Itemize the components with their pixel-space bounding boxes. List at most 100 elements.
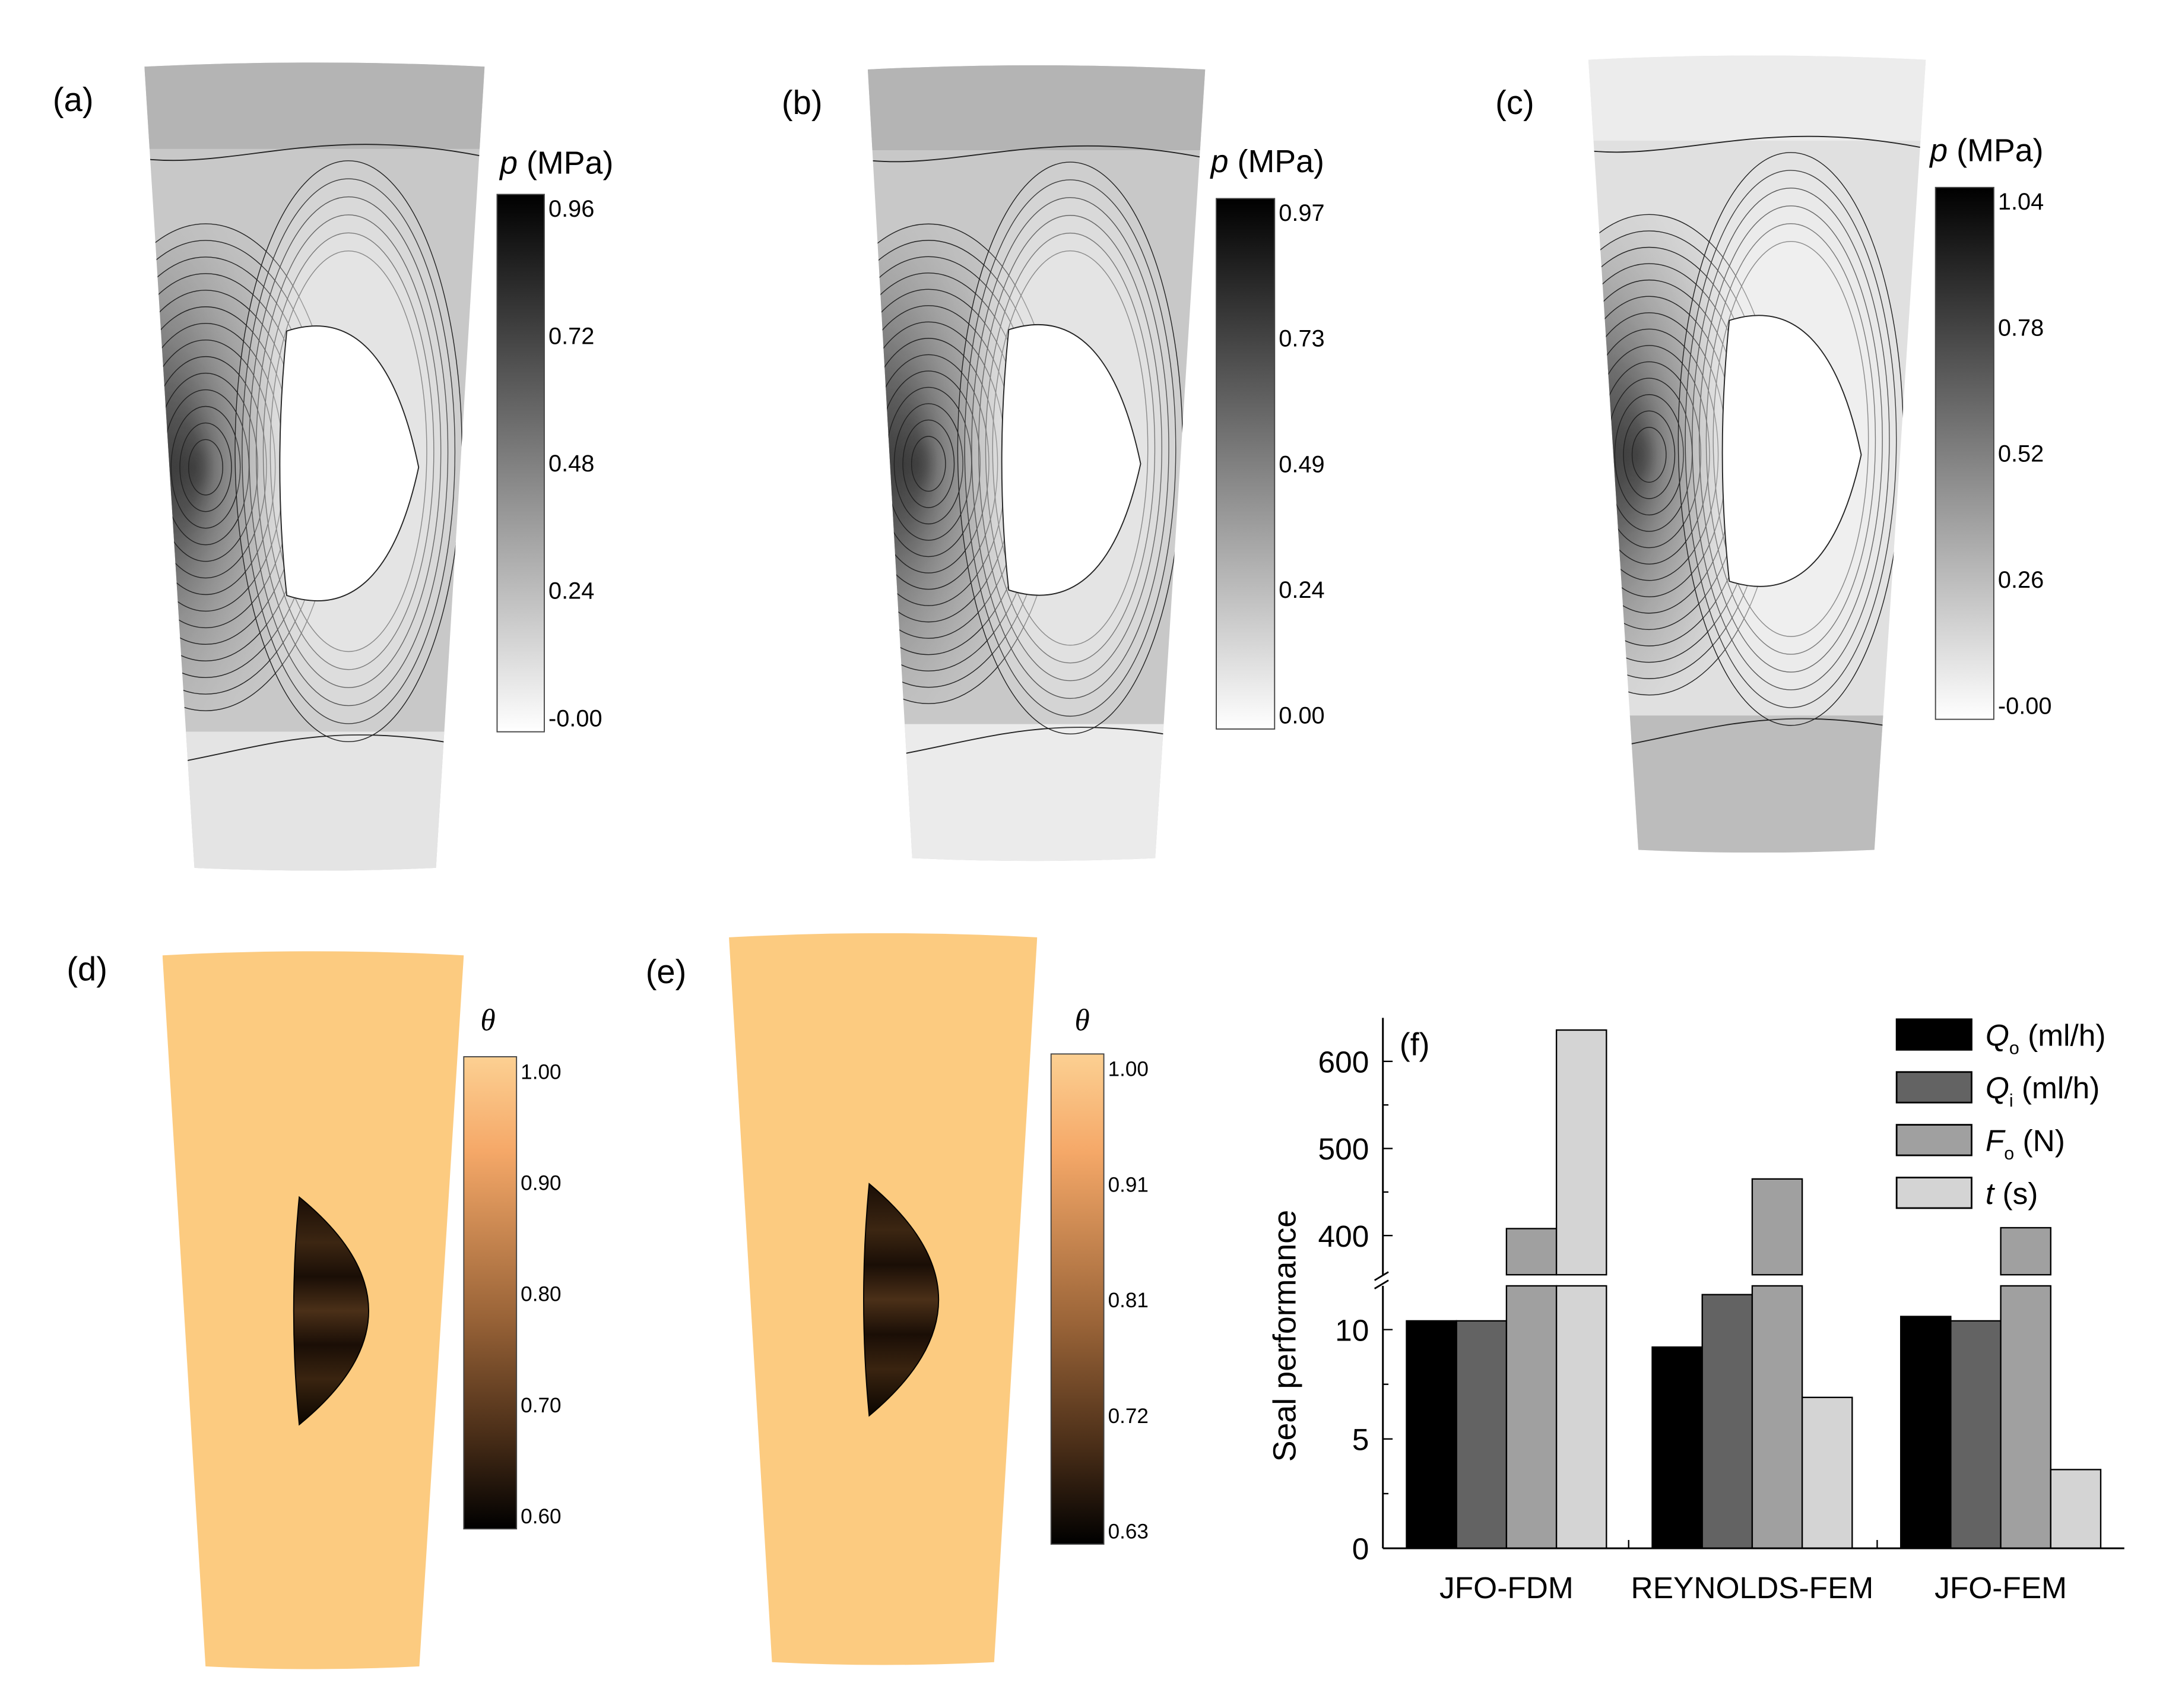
colorbar-tick-label: 0.97 <box>1279 200 1324 226</box>
cavitation-region <box>1721 315 1862 587</box>
x-category-label: JFO-FEM <box>1935 1570 2067 1605</box>
contour-line <box>188 439 223 496</box>
colorbar-tick-label: 0.72 <box>1108 1405 1149 1428</box>
legend-label: Qi (ml/h) <box>1986 1070 2100 1111</box>
colorbar-tick-label: 0.78 <box>1998 315 2044 341</box>
colorbar-tick-label: 0.70 <box>521 1394 561 1417</box>
panel-c: (c) p (MPa) 1.04 0.78 0.52 0.26 -0.00 <box>1495 55 2052 853</box>
panel-d: (d) θ 1.00 0.90 0.80 0.70 0.60 <box>66 950 561 1669</box>
colorbar-tick-label: -0.00 <box>548 705 602 731</box>
bar-chart-f: 0 5 10 400 500 600 JFO-FDM REYNOLDS-FEM JFO-FEM S… <box>1267 1018 2127 1605</box>
bar-upper-segment <box>1751 1178 1803 1276</box>
x-category-label: JFO-FDM <box>1439 1570 1574 1605</box>
colorbar-tick-label: 0.52 <box>1998 441 2044 467</box>
y-axis-label: Seal performance <box>1267 1210 1302 1462</box>
pressure-band-top <box>144 62 485 149</box>
colorbar <box>1216 198 1276 730</box>
contour-plot-c <box>1588 55 1926 853</box>
colorbar-tick-label: 0.80 <box>521 1283 561 1306</box>
colorbar-tick-label: 0.24 <box>1279 577 1324 603</box>
colorbar-tick-label: 0.49 <box>1279 451 1324 477</box>
bar <box>1801 1396 1853 1549</box>
colorbar-tick-label: 0.90 <box>521 1172 561 1195</box>
colorbar-tick-label: 0.00 <box>1279 703 1324 729</box>
pressure-band-bottom <box>1588 715 1926 853</box>
colorbar-tick-label: -0.00 <box>1998 693 2052 719</box>
y-tick-label: 400 <box>1318 1219 1369 1253</box>
legend-label: Fo (N) <box>1986 1123 2065 1164</box>
bar-lower-segment <box>2000 1285 2051 1549</box>
panel-label: (a) <box>53 81 94 118</box>
y-tick-label: 0 <box>1352 1532 1369 1566</box>
pressure-band-top <box>1588 55 1926 141</box>
legend-swatch <box>1895 1071 1972 1104</box>
colorbar-label: p (MPa) <box>1929 132 2043 168</box>
bar-lower-segment <box>1751 1285 1803 1549</box>
contour-line <box>1588 135 1926 156</box>
legend-label: Qo (ml/h) <box>1986 1018 2106 1058</box>
pressure-band-bottom <box>144 731 485 871</box>
colorbar-tick-label: 0.72 <box>548 323 594 349</box>
axis-break-gap <box>1385 1276 2127 1285</box>
colorbar-tick-label: 0.63 <box>1108 1520 1149 1544</box>
panel-label: (b) <box>782 84 823 121</box>
axis-break-mark <box>1374 1271 1389 1289</box>
y-tick-label: 500 <box>1318 1132 1369 1166</box>
panel-e: (e) θ 1.00 0.91 0.81 0.72 0.63 <box>646 933 1149 1665</box>
contour-plot-a <box>144 62 485 871</box>
contour-line <box>144 144 485 164</box>
panel-label: (e) <box>646 953 687 990</box>
colorbar-tick-label: 0.60 <box>521 1505 561 1528</box>
pressure-band-top <box>867 65 1206 150</box>
panel-label: (d) <box>66 950 107 987</box>
bar-upper-segment <box>2000 1227 2051 1276</box>
bar <box>1701 1294 1753 1549</box>
colorbar-label: θ <box>480 1004 495 1038</box>
pressure-band-bottom <box>867 724 1206 861</box>
colorbar-tick-label: 0.73 <box>1279 326 1324 352</box>
bar-upper-segment <box>1555 1029 1607 1276</box>
colorbar-tick-label: 0.26 <box>1998 567 2044 593</box>
contour-plot-d <box>162 951 464 1669</box>
panel-label: (f) <box>1400 1027 1430 1063</box>
colorbar-label: p (MPa) <box>499 145 613 180</box>
bar <box>1406 1320 1457 1549</box>
legend-swatch <box>1895 1124 1972 1156</box>
bar <box>1455 1320 1508 1549</box>
legend-swatch <box>1895 1018 1972 1051</box>
bar <box>1651 1346 1703 1549</box>
contour-line <box>911 436 946 492</box>
cavitation-region <box>862 1183 940 1417</box>
y-tick-label: 10 <box>1335 1313 1369 1347</box>
colorbar-tick-label: 0.91 <box>1108 1173 1149 1196</box>
cavitation-region <box>1001 324 1141 596</box>
y-tick-label: 5 <box>1352 1422 1369 1457</box>
colorbar-tick-label: 1.00 <box>1108 1058 1149 1081</box>
colorbar-tick-label: 0.48 <box>548 451 594 477</box>
colorbar <box>1935 186 1994 720</box>
colorbar-tick-label: 0.24 <box>548 578 594 604</box>
contour-plot-e <box>729 933 1038 1665</box>
legend-label: t (s) <box>1986 1176 2038 1211</box>
panel-b: (b) p (MPa) 0.97 0.73 0.49 0.24 0.00 <box>782 65 1325 861</box>
x-category-label: REYNOLDS-FEM <box>1631 1570 1874 1605</box>
bar <box>2050 1469 2102 1549</box>
colorbar-label: p (MPa) <box>1210 144 1324 179</box>
legend-swatch <box>1895 1177 1972 1209</box>
panel-a: (a) p (MPa) 0.96 0.72 0.48 0.24 -0.00 <box>53 62 613 871</box>
colorbar-tick-label: 1.00 <box>521 1060 561 1083</box>
colorbar-label: θ <box>1074 1004 1089 1038</box>
bar-upper-segment <box>1505 1228 1558 1276</box>
bar <box>1900 1316 1952 1549</box>
panel-label: (c) <box>1495 84 1534 121</box>
cavitation-region <box>293 1196 370 1426</box>
cavitation-region <box>279 325 420 601</box>
colorbar-tick-label: 0.81 <box>1108 1289 1149 1312</box>
bar <box>1950 1320 2002 1549</box>
y-tick-label: 600 <box>1318 1045 1369 1079</box>
contour-line <box>867 145 1206 165</box>
colorbar <box>463 1056 518 1530</box>
contour-line <box>1631 427 1667 483</box>
colorbar <box>1050 1053 1105 1545</box>
